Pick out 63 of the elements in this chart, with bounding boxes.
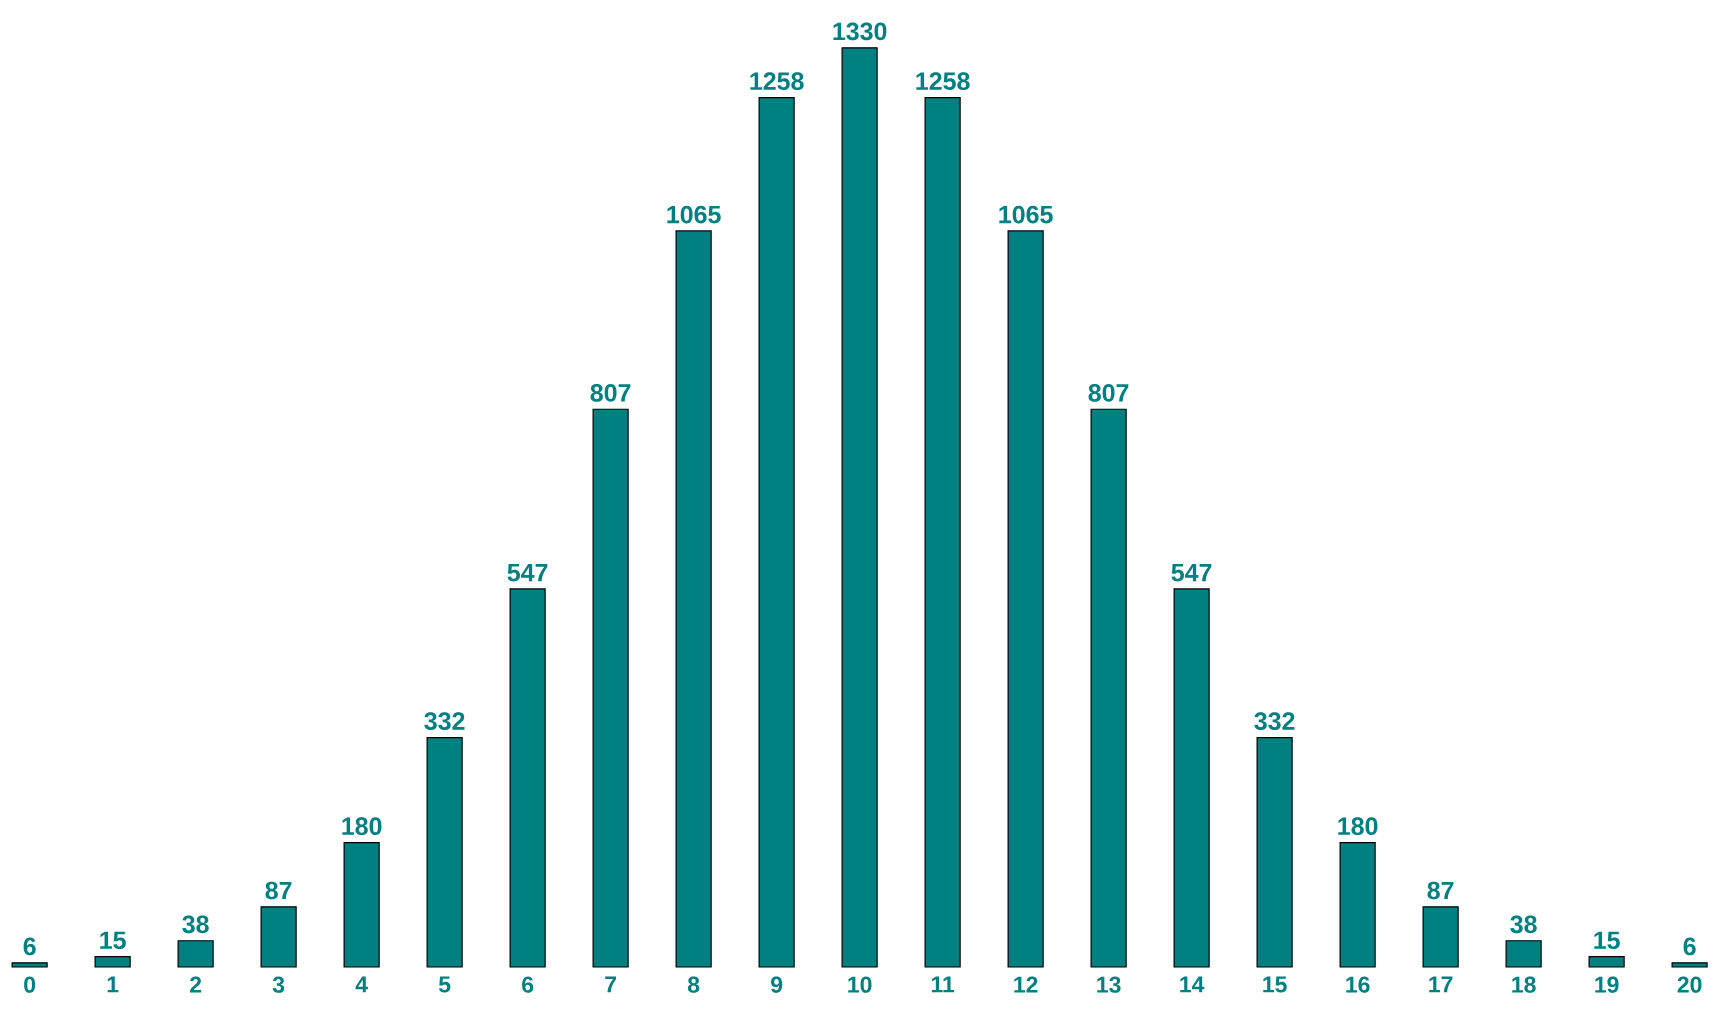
data-label: 1258 (750, 72, 804, 91)
bar (1588, 956, 1625, 968)
data-label: 1330 (833, 22, 887, 41)
data-label: 1065 (667, 205, 721, 224)
x-tick-label: 9 (771, 976, 783, 993)
x-tick-label: 3 (272, 976, 285, 993)
x-tick-label: 4 (355, 976, 368, 993)
bar (841, 47, 878, 968)
x-tick-label: 0 (24, 976, 36, 993)
data-label: 547 (1171, 563, 1212, 582)
data-label: 332 (424, 712, 465, 731)
bar (1671, 962, 1708, 968)
x-tick-label: 2 (190, 976, 202, 993)
bar (11, 962, 48, 968)
data-label: 807 (590, 384, 631, 402)
data-label: 332 (1254, 712, 1295, 731)
bar (592, 408, 629, 968)
x-tick-label: 19 (1595, 976, 1619, 993)
data-label: 6 (1683, 937, 1696, 956)
x-tick-label: 16 (1346, 976, 1370, 993)
bar (1256, 736, 1293, 968)
bar (94, 956, 131, 968)
bar (1173, 588, 1210, 968)
data-label: 38 (1510, 915, 1537, 934)
x-tick-label: 8 (687, 976, 700, 993)
x-tick-label: 17 (1429, 976, 1453, 993)
data-label: 807 (1088, 384, 1129, 402)
data-label: 87 (1427, 881, 1454, 900)
bar (177, 940, 214, 968)
x-tick-label: 15 (1263, 976, 1287, 993)
bar (509, 588, 546, 968)
data-label: 180 (342, 817, 382, 836)
bar (1090, 408, 1127, 968)
bar (343, 841, 380, 968)
data-label: 38 (182, 915, 209, 934)
bar (426, 736, 463, 968)
x-tick-label: 20 (1677, 976, 1702, 993)
x-tick-label: 6 (522, 976, 534, 993)
x-tick-label: 11 (931, 976, 955, 993)
data-label: 1258 (916, 72, 970, 91)
bar (758, 96, 795, 968)
data-label: 547 (507, 563, 548, 582)
data-label: 6 (23, 937, 36, 956)
x-tick-label: 18 (1512, 976, 1536, 993)
data-label: 87 (265, 881, 292, 900)
data-label: 1065 (999, 205, 1053, 224)
x-tick-label: 7 (605, 976, 617, 993)
bar (1422, 906, 1459, 968)
bar (1339, 841, 1376, 968)
x-tick-label: 13 (1097, 976, 1121, 993)
x-tick-label: 1 (107, 976, 119, 993)
x-tick-label: 14 (1180, 976, 1205, 993)
x-tick-label: 12 (1014, 976, 1038, 993)
data-label: 15 (100, 931, 126, 950)
x-tick-label: 10 (848, 976, 872, 993)
bar (1007, 230, 1044, 968)
bar (675, 230, 712, 968)
bar (924, 96, 961, 968)
x-tick-label: 5 (438, 976, 451, 993)
data-label: 15 (1594, 931, 1620, 950)
data-label: 180 (1338, 817, 1378, 836)
bar (1505, 940, 1542, 968)
bar (260, 906, 297, 968)
